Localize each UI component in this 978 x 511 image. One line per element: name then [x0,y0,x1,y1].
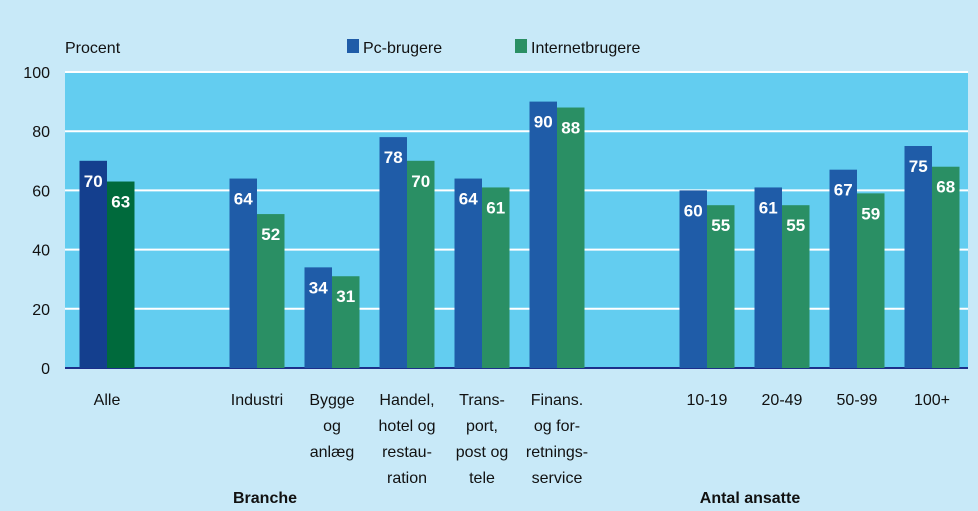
data-label: 59 [861,204,880,223]
bar [229,178,257,368]
bar [707,205,735,368]
group-label: Branche [233,490,297,507]
bar [257,214,285,368]
data-label: 64 [459,190,478,209]
bar [829,169,857,368]
data-label: 31 [336,287,355,306]
data-label: 61 [759,198,778,217]
y-tick-label: 40 [32,243,50,260]
x-tick-label: Alle [94,392,121,409]
bar [304,267,332,368]
data-label: 60 [684,201,703,220]
x-tick-label: 10-19 [687,392,728,409]
bar [107,181,135,368]
data-label: 64 [234,190,253,209]
data-label: 63 [111,193,130,212]
y-tick-label: 80 [32,124,50,141]
bar [932,166,960,368]
bar [482,187,510,368]
x-tick-label: Trans-port, post og tele [456,392,508,487]
y-tick-label: 0 [41,361,50,378]
plot-area [65,72,968,368]
bar [857,193,885,368]
bar [557,107,585,369]
y-axis-label: Procent [65,40,121,57]
legend-label: Internetbrugere [531,40,641,57]
data-label: 70 [84,172,103,191]
bar [454,178,482,368]
y-tick-label: 20 [32,302,50,319]
y-tick-label: 100 [23,65,50,82]
data-label: 34 [309,278,328,297]
bar [679,190,707,368]
data-label: 78 [384,148,403,167]
legend-swatch [347,39,359,53]
bar [379,137,407,368]
x-tick-label: Finans. og for-retnings-service [526,392,588,487]
bar [79,160,107,368]
bar [782,205,810,368]
data-label: 88 [561,119,580,138]
x-tick-label: 20-49 [762,392,803,409]
y-tick-label: 60 [32,183,50,200]
data-label: 75 [909,157,928,176]
data-label: 55 [786,216,805,235]
data-label: 55 [711,216,730,235]
x-tick-label: Handel, hotel og restau-ration [379,392,436,487]
data-label: 67 [834,181,853,200]
data-label: 70 [411,172,430,191]
x-tick-label: Industri [231,392,283,409]
bar [407,160,435,368]
data-label: 52 [261,225,280,244]
legend-swatch [515,39,527,53]
bar [904,146,932,368]
data-label: 90 [534,113,553,132]
x-tick-label: 50-99 [837,392,878,409]
data-label: 61 [486,198,505,217]
x-tick-label: 100+ [914,392,950,409]
x-tick-label: Bygge og anlæg [309,392,354,461]
legend-label: Pc-brugere [363,40,442,57]
data-label: 68 [936,178,955,197]
bar [754,187,782,368]
bar [332,276,360,368]
group-label: Antal ansatte [700,490,801,507]
bar [529,101,557,368]
